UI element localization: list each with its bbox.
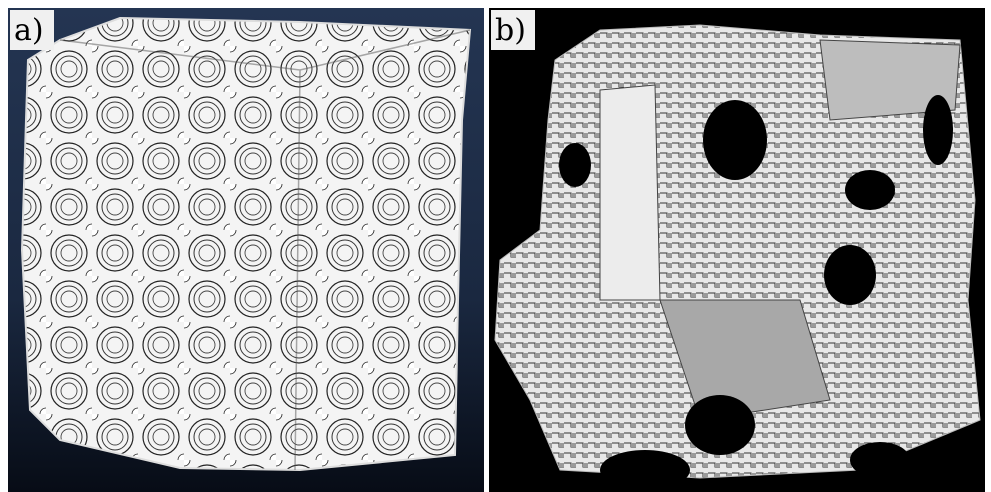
hole [850,442,910,478]
panel-label: a) [14,13,44,48]
foam-cube [22,18,470,470]
hole [923,95,953,165]
panel-b: b) [489,8,985,492]
hole [824,245,876,305]
page: a) b) (() => { const data = JSON.parse(d… [0,0,991,492]
figure: a) b) [0,0,991,492]
face [600,85,660,300]
hole [703,100,767,180]
panel-a: a) [8,8,484,492]
hole [685,395,755,455]
hole [559,143,591,187]
hole [845,170,895,210]
hole [600,450,690,490]
panel-label: b) [495,13,526,48]
